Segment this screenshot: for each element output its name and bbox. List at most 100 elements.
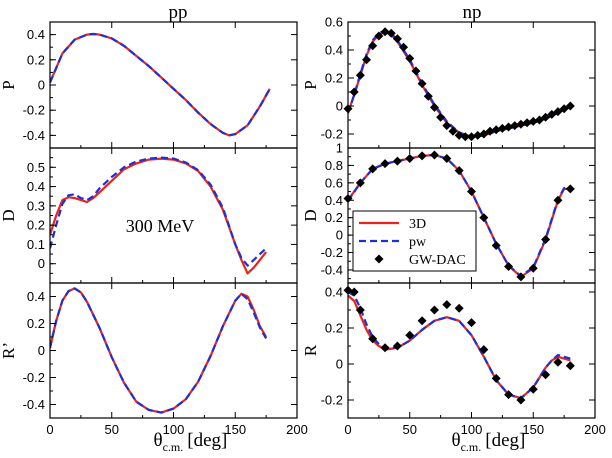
gw-dac-point [368,334,378,344]
y-axis-label: R [301,344,320,356]
legend-label: pw [409,235,427,250]
x-tick-label: 200 [286,422,308,437]
panel-frame [347,21,596,149]
y-tick-label: 0.2 [27,52,45,67]
x-tick-label: 200 [584,422,606,437]
y-tick-label: 0.2 [325,210,343,225]
gw-dac-point [362,55,372,65]
y-axis-label: D [0,209,18,221]
y-tick-label: 0 [336,357,343,372]
y-tick-label: 0 [336,228,343,243]
energy-annotation: 300 MeV [126,216,195,236]
y-tick-label: 0.4 [27,289,45,304]
gw-dac-point [454,303,464,313]
gw-dac-point [386,28,396,38]
gw-dac-point [522,118,532,128]
gw-dac-point [374,31,384,41]
gw-dac-point [349,287,359,297]
gw-dac-point [442,153,452,163]
gw-dac-point [399,42,409,52]
x-tick-label: 50 [403,422,417,437]
y-tick-label: 0.4 [325,193,343,208]
gw-dac-point [497,123,507,133]
gw-dac-point [565,361,575,371]
x-tick-label: 50 [105,422,119,437]
series-group [50,156,267,275]
gw-dac-point [516,119,526,129]
y-tick-label: 0.2 [325,71,343,86]
gw-dac-point [467,132,476,142]
gw-dac-point [436,112,446,122]
gw-dac-point [467,187,476,197]
y-tick-label: -0.2 [321,245,343,260]
y-axis-label: R’ [0,342,18,359]
series-group [50,287,268,414]
y-tick-label: -0.2 [321,393,343,408]
gw-dac-point [565,101,575,111]
gw-dac-point [442,121,452,131]
x-axis-labels: θc.m. [deg] θc.m. [deg] [154,430,526,454]
gw-dac-point [380,159,390,169]
series-line-pw [50,287,268,414]
right-column-title: np [463,2,482,23]
y-tick-label: -0.4 [321,262,343,277]
y-tick-label: 0.4 [27,27,45,42]
y-tick-label: 0.6 [325,15,343,30]
gw-dac-point [392,156,402,166]
series-line-3d [50,32,271,137]
gw-dac-point [528,263,538,273]
y-tick-label: 0.2 [27,316,45,331]
gw-dac-point [442,300,452,310]
gw-dac-point [516,272,526,282]
gw-dac-point [355,305,365,315]
gw-dac-point [454,166,464,176]
x-axis-label: θc.m. [deg] [154,430,228,454]
y-tick-label: 0 [38,78,45,93]
gw-dac-point [479,345,489,355]
gw-dac-point [405,153,415,163]
gw-dac-point [392,34,402,44]
y-tick-label: 0.3 [27,198,45,213]
gw-dac-point [541,234,551,244]
x-tick-label: 100 [163,422,185,437]
y-tick-label: -0.2 [23,103,45,118]
panel-pp-P: 0.4 0.2 0 -0.2 -0.4 P [0,21,298,149]
y-axis-label: P [0,80,18,89]
y-tick-label: 0.1 [27,237,45,252]
series-line-3d [50,287,268,414]
gw-dac-point [528,384,538,394]
series-line-pw [348,291,571,400]
legend-marker [374,254,384,264]
gw-dac-point [429,305,439,315]
y-tick-label: 0.8 [325,158,343,173]
y-axis-label: D [301,209,320,221]
gw-dac-point [380,27,390,37]
gw-dac-point [565,184,575,194]
gw-dac-point [368,41,378,51]
gw-dac-point [485,126,495,136]
y-tick-label: 0.4 [325,285,343,300]
gw-dac-point [423,91,433,101]
panel-frame [49,21,298,149]
y-tick-label: 0.6 [325,175,343,190]
gw-dac-point [528,116,538,126]
gw-dac-point [491,373,501,383]
y-tick-label: 0 [38,256,45,271]
gw-dac-point [417,151,427,161]
y-tick-label: -0.2 [23,370,45,385]
panel-pp-D: 0.5 0.4 0.3 0.2 0.1 0 D [0,147,298,284]
x-tick-label: 100 [461,422,483,437]
gw-dac-point [392,341,402,351]
series-line-pw [50,156,267,267]
gw-dac-point [417,79,427,89]
x-tick-label: 0 [46,422,53,437]
x-axis-label: θc.m. [deg] [452,430,526,454]
gw-dac-point [467,318,476,328]
gw-dac-point [491,125,501,135]
gw-dac-point [504,261,514,271]
y-tick-label: -0.2 [321,127,343,142]
gw-dac-point [411,66,421,76]
panels: 0.40.20-0.2-0.4P0.50.40.30.20.10D0.40.20… [0,15,606,438]
